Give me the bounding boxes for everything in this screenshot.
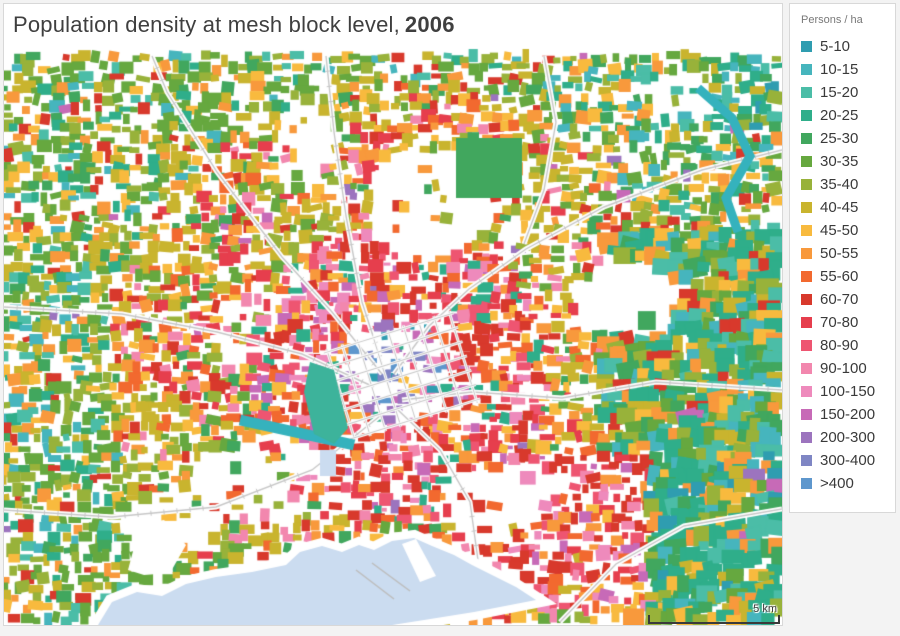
legend-item-label: 10-15 (820, 61, 859, 78)
legend-color-swatch (801, 156, 812, 167)
legend-color-swatch (801, 41, 812, 52)
legend-item[interactable]: 10-15 (801, 58, 895, 81)
legend-item-list: 5-10 10-15 15-20 20-25 25-30 30-35 35-40 40-45 4… (801, 35, 895, 495)
legend-item-label: 70-80 (820, 314, 859, 331)
legend-item[interactable]: 45-50 (801, 219, 895, 242)
legend-color-swatch (801, 225, 812, 236)
legend-color-swatch (801, 340, 812, 351)
legend-color-swatch (801, 409, 812, 420)
scale-bar-line (648, 615, 780, 624)
legend-color-swatch (801, 248, 812, 259)
legend-item-label: 90-100 (820, 360, 867, 377)
legend-item-label: 100-150 (820, 383, 876, 400)
legend-item[interactable]: 300-400 (801, 449, 895, 472)
legend-item-label: 50-55 (820, 245, 859, 262)
map-title-year: 2006 (404, 12, 455, 37)
legend-item[interactable]: 200-300 (801, 426, 895, 449)
legend-color-swatch (801, 386, 812, 397)
legend-item[interactable]: 5-10 (801, 35, 895, 58)
legend-item[interactable]: 35-40 (801, 173, 895, 196)
legend-color-swatch (801, 455, 812, 466)
legend-item-label: 40-45 (820, 199, 859, 216)
legend-color-swatch (801, 271, 812, 282)
legend-item[interactable]: 100-150 (801, 380, 895, 403)
legend-color-swatch (801, 317, 812, 328)
legend-item-label: 300-400 (820, 452, 876, 469)
legend-item-label: 20-25 (820, 107, 859, 124)
map-title-text: Population density at mesh block level, (13, 12, 400, 37)
legend-title: Persons / ha (801, 14, 863, 26)
legend-color-swatch (801, 432, 812, 443)
legend-item-label: 25-30 (820, 130, 859, 147)
legend-item-label: 35-40 (820, 176, 859, 193)
map-panel: Population density at mesh block level, 2… (3, 3, 783, 626)
legend-item-label: 30-35 (820, 153, 859, 170)
legend-item[interactable]: 40-45 (801, 196, 895, 219)
legend-color-swatch (801, 179, 812, 190)
legend-item[interactable]: 60-70 (801, 288, 895, 311)
legend-color-swatch (801, 133, 812, 144)
legend-item[interactable]: 90-100 (801, 357, 895, 380)
legend-color-swatch (801, 64, 812, 75)
legend-item-label: 200-300 (820, 429, 876, 446)
legend-item[interactable]: 70-80 (801, 311, 895, 334)
legend-item[interactable]: 80-90 (801, 334, 895, 357)
legend-color-swatch (801, 478, 812, 489)
legend: Persons / ha 5-10 10-15 15-20 20-25 25-30 30-… (789, 3, 896, 513)
legend-item[interactable]: 150-200 (801, 403, 895, 426)
legend-item-label: 80-90 (820, 337, 859, 354)
legend-item[interactable]: 15-20 (801, 81, 895, 104)
legend-color-swatch (801, 363, 812, 374)
legend-item-label: 45-50 (820, 222, 859, 239)
scale-bar-label: 5 km (753, 603, 777, 615)
legend-color-swatch (801, 110, 812, 121)
legend-item[interactable]: 25-30 (801, 127, 895, 150)
legend-item[interactable]: 55-60 (801, 265, 895, 288)
legend-color-swatch (801, 202, 812, 213)
map-title: Population density at mesh block level, 2… (13, 12, 455, 38)
scale-bar: 5 km (648, 599, 780, 625)
legend-item[interactable]: >400 (801, 472, 895, 495)
legend-item-label: 5-10 (820, 38, 851, 55)
legend-item[interactable]: 50-55 (801, 242, 895, 265)
legend-item-label: >400 (820, 475, 854, 492)
legend-item-label: 60-70 (820, 291, 859, 308)
legend-item-label: 15-20 (820, 84, 859, 101)
legend-item[interactable]: 30-35 (801, 150, 895, 173)
legend-item-label: 150-200 (820, 406, 876, 423)
legend-color-swatch (801, 87, 812, 98)
legend-item-label: 55-60 (820, 268, 859, 285)
legend-item[interactable]: 20-25 (801, 104, 895, 127)
legend-color-swatch (801, 294, 812, 305)
map-canvas[interactable] (4, 4, 782, 625)
